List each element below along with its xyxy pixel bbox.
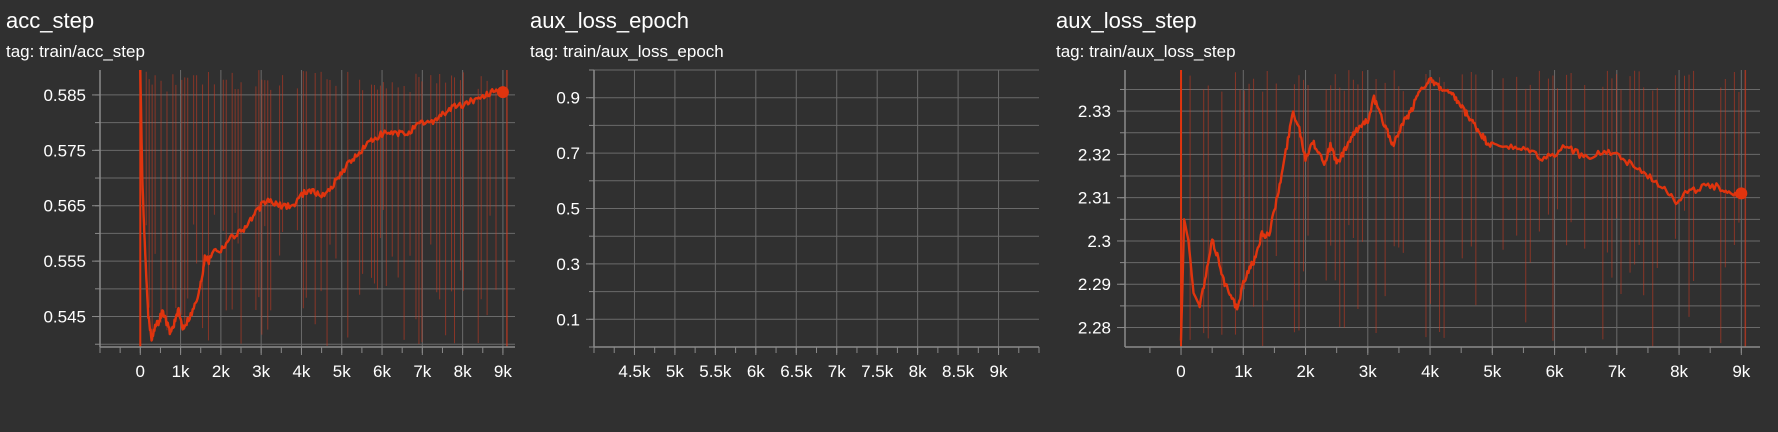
raw-series xyxy=(139,70,497,346)
y-tick-label: 2.28 xyxy=(1078,319,1111,338)
x-tick-label: 5k xyxy=(1483,362,1501,381)
x-tick-label: 4k xyxy=(292,362,310,381)
x-tick-label: 9k xyxy=(494,362,512,381)
x-tick-label: 9k xyxy=(990,362,1008,381)
series-last-point xyxy=(1735,187,1748,200)
grid xyxy=(1125,70,1760,347)
y-tick-label: 0.3 xyxy=(556,255,580,274)
x-tick-label: 4k xyxy=(1421,362,1439,381)
y-tick-label: 0.585 xyxy=(43,86,86,105)
y-tick-label: 0.5 xyxy=(556,200,580,219)
chart-card-aux-loss-step: aux_loss_step tag: train/aux_loss_step 2… xyxy=(1050,0,1778,432)
y-tick-label: 2.29 xyxy=(1078,275,1111,294)
y-tick-label: 2.3 xyxy=(1087,232,1111,251)
chart-card-acc-step: acc_step tag: train/acc_step 0.545 0.555 0… xyxy=(0,0,520,432)
y-tick-label: 2.33 xyxy=(1078,102,1111,121)
axes: 0.545 0.555 0.565 0.575 0.585 0 1k 2k 3k 4k 5k 6k 7k… xyxy=(43,70,515,381)
x-tick-label: 3k xyxy=(252,362,270,381)
x-tick-label: 6.5k xyxy=(780,362,813,381)
chart-tag: tag: train/acc_step xyxy=(6,42,145,61)
x-tick-label: 6k xyxy=(747,362,765,381)
y-tick-label: 2.32 xyxy=(1078,145,1111,164)
chart-title: aux_loss_epoch xyxy=(530,8,690,33)
axes: 0.1 0.3 0.5 0.7 0.9 4.5k 5k 5.5k 6k 6.5k 7k 7.5k 8k 8… xyxy=(556,69,1040,381)
chart-card-aux-loss-epoch: aux_loss_epoch tag: train/aux_loss_epoch… xyxy=(524,0,1044,432)
x-tick-label: 4.5k xyxy=(618,362,651,381)
series-line xyxy=(1179,76,1743,341)
chart-tag: tag: train/aux_loss_step xyxy=(1056,42,1236,61)
chart-plot-acc-step[interactable]: 0.545 0.555 0.565 0.575 0.585 0 1k 2k 3k 4k 5k 6k 7k… xyxy=(0,0,520,432)
x-tick-label: 2k xyxy=(212,362,230,381)
chart-tag: tag: train/aux_loss_epoch xyxy=(530,42,724,61)
x-tick-label: 8k xyxy=(909,362,927,381)
grid xyxy=(594,69,1039,348)
y-tick-label: 0.1 xyxy=(556,310,580,329)
y-tick-label: 0.7 xyxy=(556,144,580,163)
chart-title: aux_loss_step xyxy=(1056,8,1197,33)
x-tick-label: 6k xyxy=(1546,362,1564,381)
x-tick-label: 2k xyxy=(1297,362,1315,381)
y-tick-label: 0.555 xyxy=(43,252,86,271)
series-last-point xyxy=(496,86,509,99)
x-tick-label: 3k xyxy=(1359,362,1377,381)
x-tick-label: 5.5k xyxy=(699,362,732,381)
grid xyxy=(100,70,515,347)
x-tick-label: 7k xyxy=(413,362,431,381)
x-tick-label: 0 xyxy=(1176,362,1185,381)
x-tick-label: 5k xyxy=(333,362,351,381)
chart-plot-aux-loss-epoch[interactable]: 0.1 0.3 0.5 0.7 0.9 4.5k 5k 5.5k 6k 6.5k 7k 7.5k 8k 8… xyxy=(524,0,1044,432)
y-tick-label: 0.565 xyxy=(43,197,86,216)
axes: 2.28 2.29 2.3 2.31 2.32 2.33 0 1k 2k 3k 4k 5k 6k 7k 8k… xyxy=(1078,70,1760,381)
x-tick-label: 6k xyxy=(373,362,391,381)
y-tick-label: 2.31 xyxy=(1078,189,1111,208)
chart-title: acc_step xyxy=(6,8,95,33)
x-tick-label: 8.5k xyxy=(942,362,975,381)
raw-series xyxy=(1180,70,1740,347)
y-tick-label: 0.9 xyxy=(556,89,580,108)
x-tick-label: 7.5k xyxy=(861,362,894,381)
x-tick-label: 8k xyxy=(454,362,472,381)
chart-plot-aux-loss-step[interactable]: 2.28 2.29 2.3 2.31 2.32 2.33 0 1k 2k 3k 4k 5k 6k 7k 8k… xyxy=(1050,0,1778,432)
x-tick-label: 5k xyxy=(666,362,684,381)
x-tick-label: 1k xyxy=(1234,362,1252,381)
x-tick-label: 9k xyxy=(1732,362,1750,381)
x-tick-label: 1k xyxy=(172,362,190,381)
x-tick-label: 7k xyxy=(1608,362,1626,381)
series-line xyxy=(139,69,504,342)
y-tick-label: 0.545 xyxy=(43,308,86,327)
x-tick-label: 0 xyxy=(136,362,145,381)
x-tick-label: 8k xyxy=(1670,362,1688,381)
x-tick-label: 7k xyxy=(828,362,846,381)
y-tick-label: 0.575 xyxy=(43,141,86,160)
